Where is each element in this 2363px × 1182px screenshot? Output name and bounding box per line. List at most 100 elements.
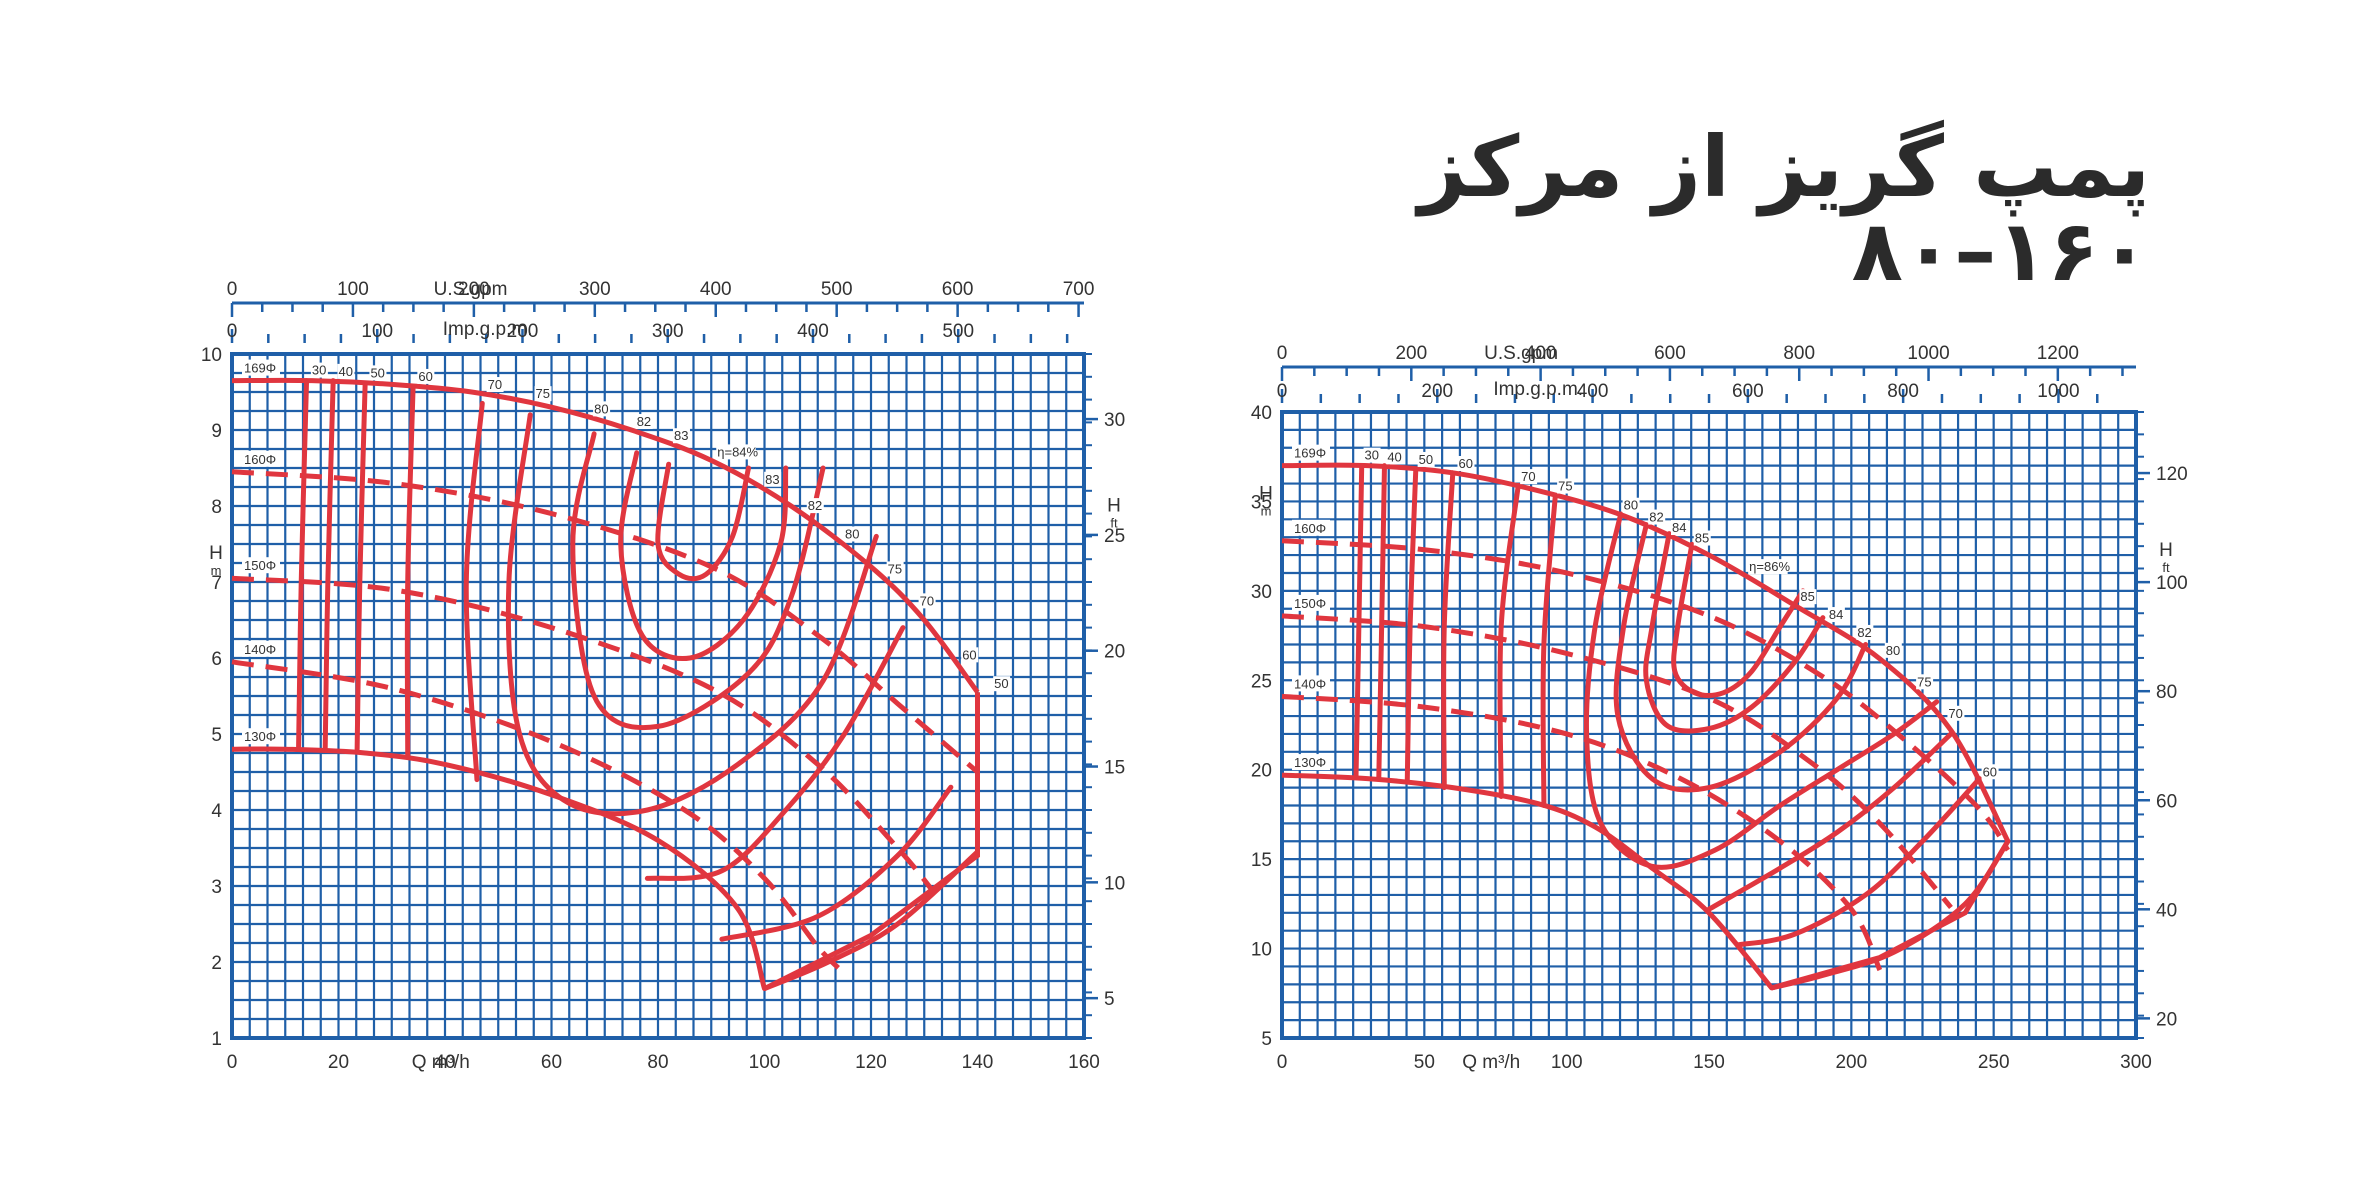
efficiency-label-bg [1856, 624, 1874, 640]
x-tick-label: 300 [2120, 1052, 2152, 1073]
efficiency-label: 84 [1829, 607, 1843, 622]
top-axis1-label: 300 [579, 279, 611, 300]
efficiency-label-bg [961, 647, 979, 663]
top-axis2-label: 200 [1421, 381, 1453, 402]
efficiency-label-bg [764, 471, 782, 487]
top-axis2-label: 300 [652, 321, 684, 342]
efficiency-label-bg [1884, 642, 1902, 658]
y-axis-label: H [1259, 484, 1273, 505]
y-tick-label: 15 [1251, 850, 1272, 871]
efficiency-label: 82 [808, 498, 822, 513]
impeller-label-bg [242, 728, 280, 745]
efficiency-curve-82 [618, 450, 789, 662]
y-tick-label: 40 [1251, 403, 1272, 424]
y-tick-label: 5 [211, 725, 222, 746]
x-tick-label: 50 [1414, 1052, 1435, 1073]
y2-tick-label: 40 [2156, 900, 2177, 921]
top-axis2-title: Imp.g.p.m. [443, 319, 533, 340]
efficiency-label-bg [1457, 456, 1475, 472]
y2-tick-label: 100 [2156, 573, 2188, 594]
top-axis2-label: 200 [507, 321, 539, 342]
efficiency-label: η=86% [1749, 559, 1790, 574]
efficiency-label: 84 [1672, 520, 1686, 535]
efficiency-label-bg [337, 363, 355, 379]
y2-axis-unit: ft [1110, 515, 1118, 530]
x-tick-label: 20 [328, 1052, 349, 1073]
y-tick-label: 4 [211, 801, 222, 822]
impeller-label-bg [1292, 519, 1330, 536]
impeller-curve-160Φ [231, 469, 980, 774]
y-tick-label: 10 [1251, 940, 1272, 961]
efficiency-label: 82 [637, 414, 651, 429]
impeller-label-bg [1292, 444, 1330, 461]
y-tick-label: 8 [211, 497, 222, 518]
impeller-label-bg [1292, 675, 1330, 692]
efficiency-curve-82 [1613, 522, 1869, 793]
top-axis1-title: U.S.gpm [1484, 343, 1558, 364]
efficiency-curve-70 [463, 400, 485, 783]
impeller-label: 150Φ [244, 558, 276, 573]
efficiency-label: 60 [1458, 456, 1472, 471]
y-tick-label: 20 [1251, 761, 1272, 782]
y2-tick-label: 20 [1104, 642, 1125, 663]
top-axis1-label: 400 [700, 279, 732, 300]
efficiency-label: 85 [1695, 531, 1709, 546]
impeller-label: 169Φ [1294, 446, 1326, 461]
impeller-curve-169Φ [1281, 462, 2011, 843]
efficiency-label: 30 [1365, 448, 1379, 463]
impeller-label: 130Φ [244, 729, 276, 744]
efficiency-label-bg [1386, 449, 1404, 465]
top-axis1-label: 1200 [2037, 343, 2079, 364]
top-axis1-label: 600 [942, 279, 974, 300]
y2-tick-label: 60 [2156, 791, 2177, 812]
y2-tick-label: 30 [1104, 410, 1125, 431]
y2-tick-label: 120 [2156, 464, 2188, 485]
efficiency-label: 50 [1419, 452, 1433, 467]
efficiency-label-bg [635, 414, 653, 430]
x-tick-label: 60 [541, 1052, 562, 1073]
impeller-label: 140Φ [244, 642, 276, 657]
x-tick-label: 80 [647, 1052, 668, 1073]
impeller-curve-169Φ [231, 377, 980, 694]
efficiency-curve-83 [655, 461, 752, 582]
efficiency-label-bg [1693, 530, 1711, 546]
x-tick-label: 150 [1693, 1052, 1725, 1073]
efficiency-curve-50 [1404, 466, 1419, 785]
top-axis2-label: 0 [1277, 381, 1288, 402]
efficiency-label-bg [1748, 559, 1788, 575]
efficiency-label: 50 [994, 676, 1008, 691]
top-axis1-label: 200 [458, 279, 490, 300]
top-axis1-label: 600 [1654, 343, 1686, 364]
efficiency-label-bg [1363, 447, 1381, 463]
top-axis1-label: 0 [1277, 343, 1288, 364]
efficiency-label-bg [716, 444, 756, 460]
efficiency-label: 70 [488, 377, 502, 392]
efficiency-curve-60 [1441, 470, 1456, 791]
top-axis1-label: 200 [1395, 343, 1427, 364]
efficiency-label-bg [417, 368, 435, 384]
efficiency-label-bg [993, 676, 1011, 692]
efficiency-curve-85 [1671, 541, 1806, 698]
y-tick-label: 9 [211, 421, 222, 442]
efficiency-label: 80 [1886, 643, 1900, 658]
top-axis2-label: 0 [227, 321, 238, 342]
efficiency-label-bg [1557, 478, 1575, 494]
y-axis-unit: m [1261, 504, 1272, 519]
efficiency-label-bg [593, 401, 611, 417]
top-axis1-label: 100 [337, 279, 369, 300]
x-tick-label: 140 [962, 1052, 994, 1073]
efficiency-label: 85 [1800, 589, 1814, 604]
efficiency-label-bg [310, 362, 328, 378]
y-tick-label: 6 [211, 649, 222, 670]
efficiency-label: 75 [1558, 479, 1572, 494]
impeller-curve-140Φ [231, 659, 847, 976]
efficiency-label: 60 [962, 647, 976, 662]
x-tick-label: 120 [855, 1052, 887, 1073]
top-axis2-label: 1000 [2037, 381, 2079, 402]
impeller-label: 160Φ [1294, 521, 1326, 536]
top-axis1-label: 0 [227, 279, 238, 300]
y2-tick-label: 80 [2156, 682, 2177, 703]
efficiency-label: 40 [1387, 449, 1401, 464]
